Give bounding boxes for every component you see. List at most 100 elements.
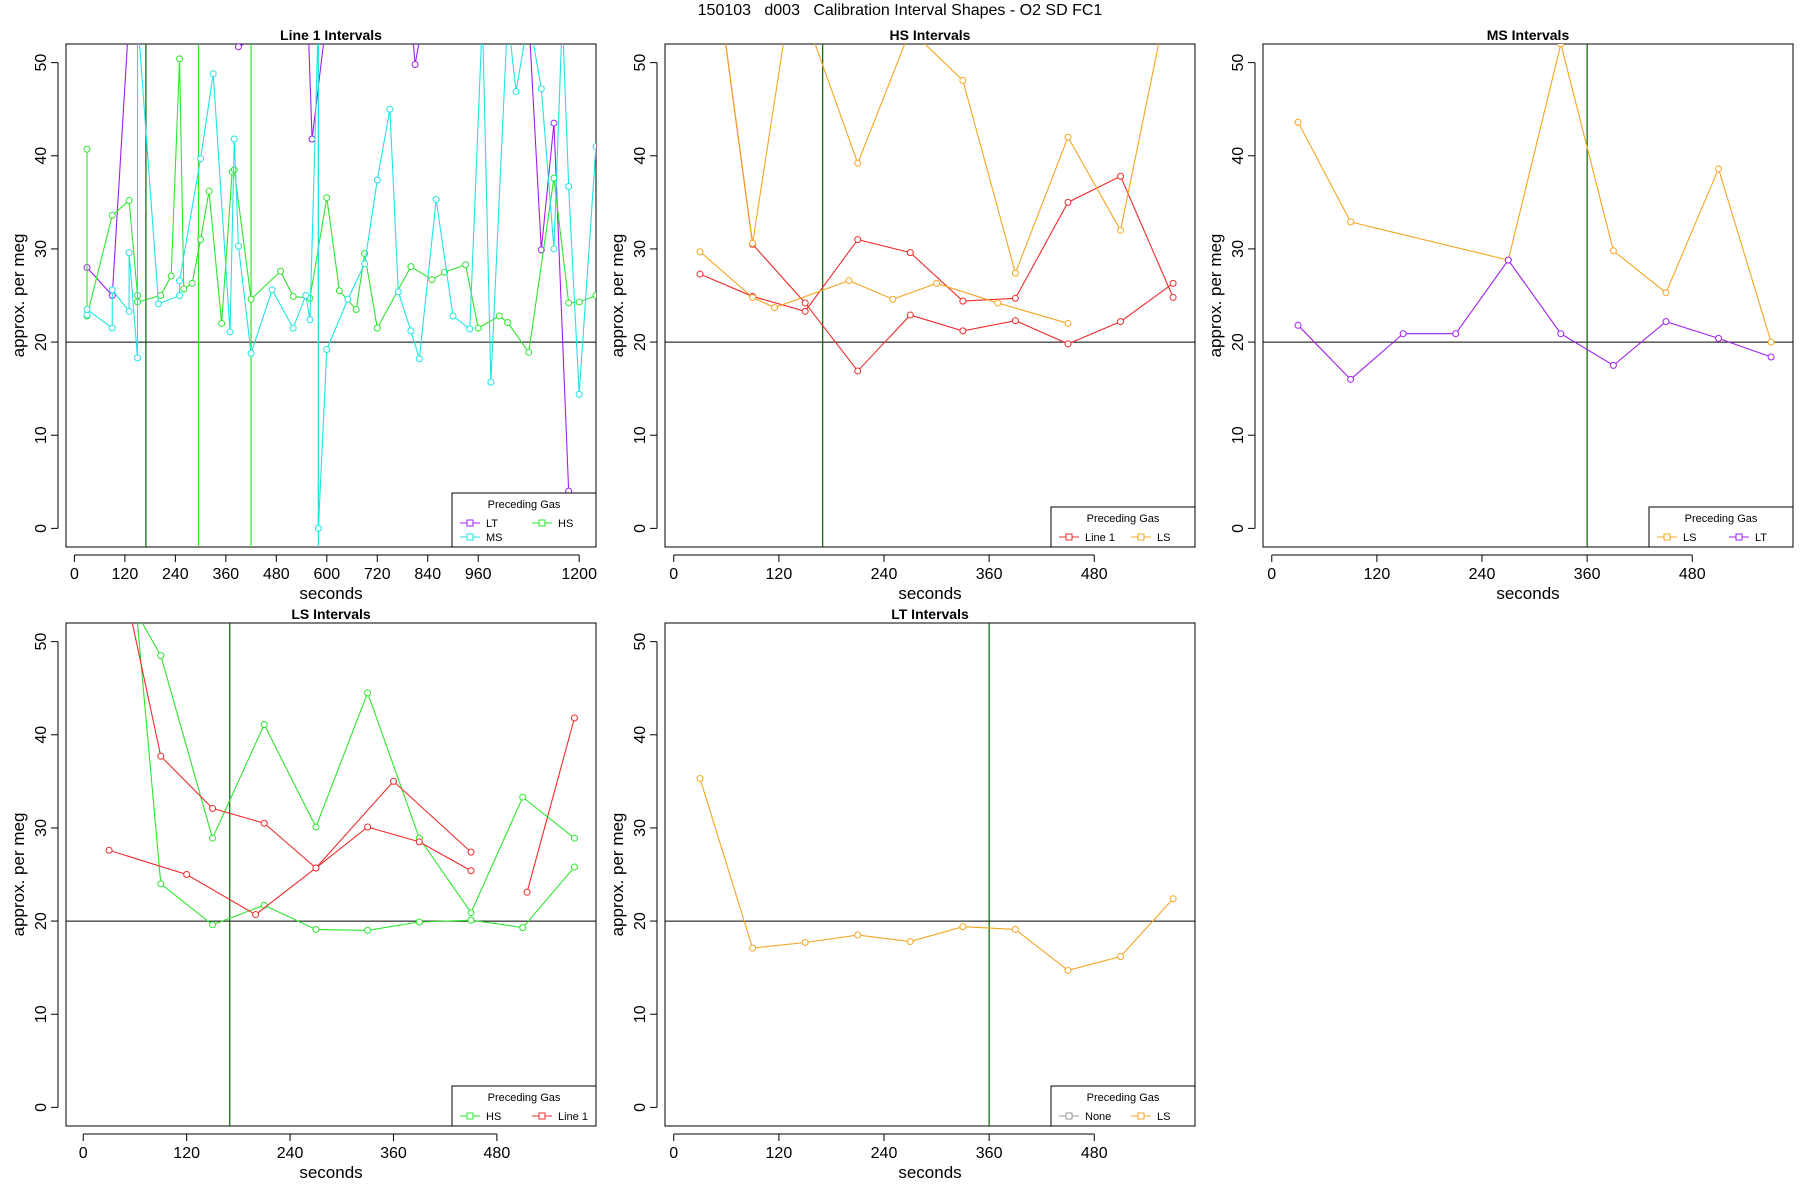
data-point — [105, 846, 113, 854]
y-tick-label: 40 — [1230, 147, 1247, 165]
x-axis-label: seconds — [898, 1163, 961, 1182]
data-point — [260, 721, 268, 729]
plot-area — [665, 623, 1195, 1126]
data-point — [570, 834, 578, 842]
data-point — [312, 925, 320, 933]
series-line — [86, 58, 596, 354]
series-line — [1297, 259, 1772, 381]
y-tick-label: 10 — [632, 1005, 649, 1023]
data-point — [854, 367, 862, 375]
data-point — [432, 196, 440, 204]
x-tick-label: 240 — [871, 1145, 898, 1162]
data-point — [134, 354, 142, 362]
x-axis-label: seconds — [299, 1163, 362, 1182]
data-point — [933, 279, 941, 287]
data-point — [1169, 293, 1177, 301]
legend: Preceding Gas LT HS MS — [451, 492, 597, 548]
legend-label: LS — [1683, 532, 1696, 544]
data-point — [467, 916, 475, 924]
legend-label: Line 1 — [1085, 532, 1115, 544]
data-point — [1557, 44, 1565, 48]
data-point — [592, 292, 596, 299]
data-point — [449, 312, 457, 320]
data-point — [415, 838, 423, 846]
x-tick-label: 360 — [976, 1145, 1003, 1162]
data-point — [125, 196, 133, 204]
y-tick-label: 30 — [632, 240, 649, 258]
data-point — [889, 295, 897, 303]
data-point — [1452, 330, 1460, 338]
legend-swatch-marker — [466, 519, 474, 527]
x-tick-label: 480 — [1081, 1145, 1108, 1162]
data-point — [323, 346, 331, 354]
y-tick-label: 0 — [632, 524, 649, 533]
data-point — [854, 931, 862, 939]
data-point — [247, 295, 255, 303]
data-point — [487, 378, 495, 386]
legend-label: MS — [486, 532, 503, 544]
data-point — [364, 823, 372, 831]
data-point — [407, 263, 415, 271]
data-point — [1011, 294, 1019, 302]
x-tick-label: 360 — [212, 566, 239, 583]
chart-title: LS Intervals — [291, 606, 371, 622]
data-point — [537, 85, 545, 93]
data-point — [550, 245, 558, 253]
series-line — [725, 44, 1174, 372]
x-tick-label: 240 — [1469, 566, 1496, 583]
data-point — [373, 176, 381, 184]
data-point — [1011, 317, 1019, 325]
x-tick-label: 0 — [1267, 566, 1276, 583]
data-point — [565, 183, 573, 191]
data-point — [570, 714, 578, 722]
series-line — [699, 251, 1069, 324]
data-point — [466, 325, 474, 333]
data-point — [959, 297, 967, 305]
legend-title: Preceding Gas — [488, 1092, 561, 1104]
data-point — [1609, 361, 1617, 369]
data-point — [801, 299, 809, 307]
y-tick-label: 40 — [33, 147, 50, 165]
chart-panel-3: MS Intervals 0 120 240 360 480 seconds 0 10 20 30 4… — [1206, 27, 1794, 603]
legend-label: Line 1 — [558, 1111, 588, 1123]
data-point — [512, 88, 520, 96]
data-point — [188, 279, 196, 287]
legend-label: LT — [486, 518, 498, 530]
data-point — [364, 689, 372, 697]
y-tick-label: 20 — [1230, 333, 1247, 351]
data-point — [906, 938, 914, 946]
y-tick-label: 20 — [33, 912, 50, 930]
chart-title: MS Intervals — [1487, 27, 1570, 43]
series-line — [699, 778, 1174, 972]
data-point — [234, 44, 242, 51]
x-axis-label: seconds — [1496, 584, 1559, 603]
data-point — [994, 299, 1002, 307]
data-point — [1064, 340, 1072, 348]
x-tick-label: 360 — [380, 1145, 407, 1162]
plot-area — [66, 623, 596, 1126]
data-point — [696, 270, 704, 278]
data-point — [314, 524, 322, 532]
data-point — [125, 249, 133, 257]
legend-swatch-marker — [1065, 1112, 1073, 1120]
data-point — [197, 155, 205, 163]
legend-title: Preceding Gas — [1685, 513, 1758, 525]
y-axis-label: approx. per meg — [608, 234, 627, 358]
data-point — [1504, 256, 1512, 264]
data-point — [1294, 118, 1302, 126]
data-point — [108, 286, 116, 294]
y-tick-label: 20 — [632, 912, 649, 930]
data-point — [180, 285, 188, 293]
data-point — [1117, 172, 1125, 180]
data-point — [570, 863, 578, 871]
legend-swatch-marker — [538, 519, 546, 527]
data-point — [323, 194, 331, 202]
data-point — [230, 135, 238, 143]
data-point — [83, 145, 91, 153]
data-point — [771, 304, 779, 312]
x-tick-label: 240 — [871, 566, 898, 583]
data-point — [1117, 952, 1125, 960]
x-tick-label: 360 — [1574, 566, 1601, 583]
data-point — [389, 777, 397, 785]
x-tick-label: 0 — [669, 566, 678, 583]
